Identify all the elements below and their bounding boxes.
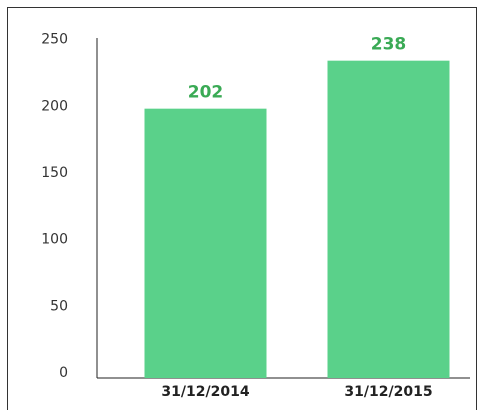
x-tick-label: 31/12/2014	[161, 384, 249, 400]
y-tick-label: 250	[41, 32, 68, 48]
bar	[327, 60, 450, 379]
y-tick-label: 200	[41, 98, 68, 114]
y-tick-label: 50	[50, 298, 68, 314]
data-label: 238	[371, 35, 407, 55]
x-tick-label: 31/12/2015	[344, 384, 432, 400]
frame	[7, 7, 477, 410]
y-tick-label: 150	[41, 165, 68, 181]
y-tick-label: 0	[59, 365, 68, 381]
bar	[144, 108, 267, 379]
data-label: 202	[188, 83, 224, 103]
y-tick-label: 100	[41, 232, 68, 248]
